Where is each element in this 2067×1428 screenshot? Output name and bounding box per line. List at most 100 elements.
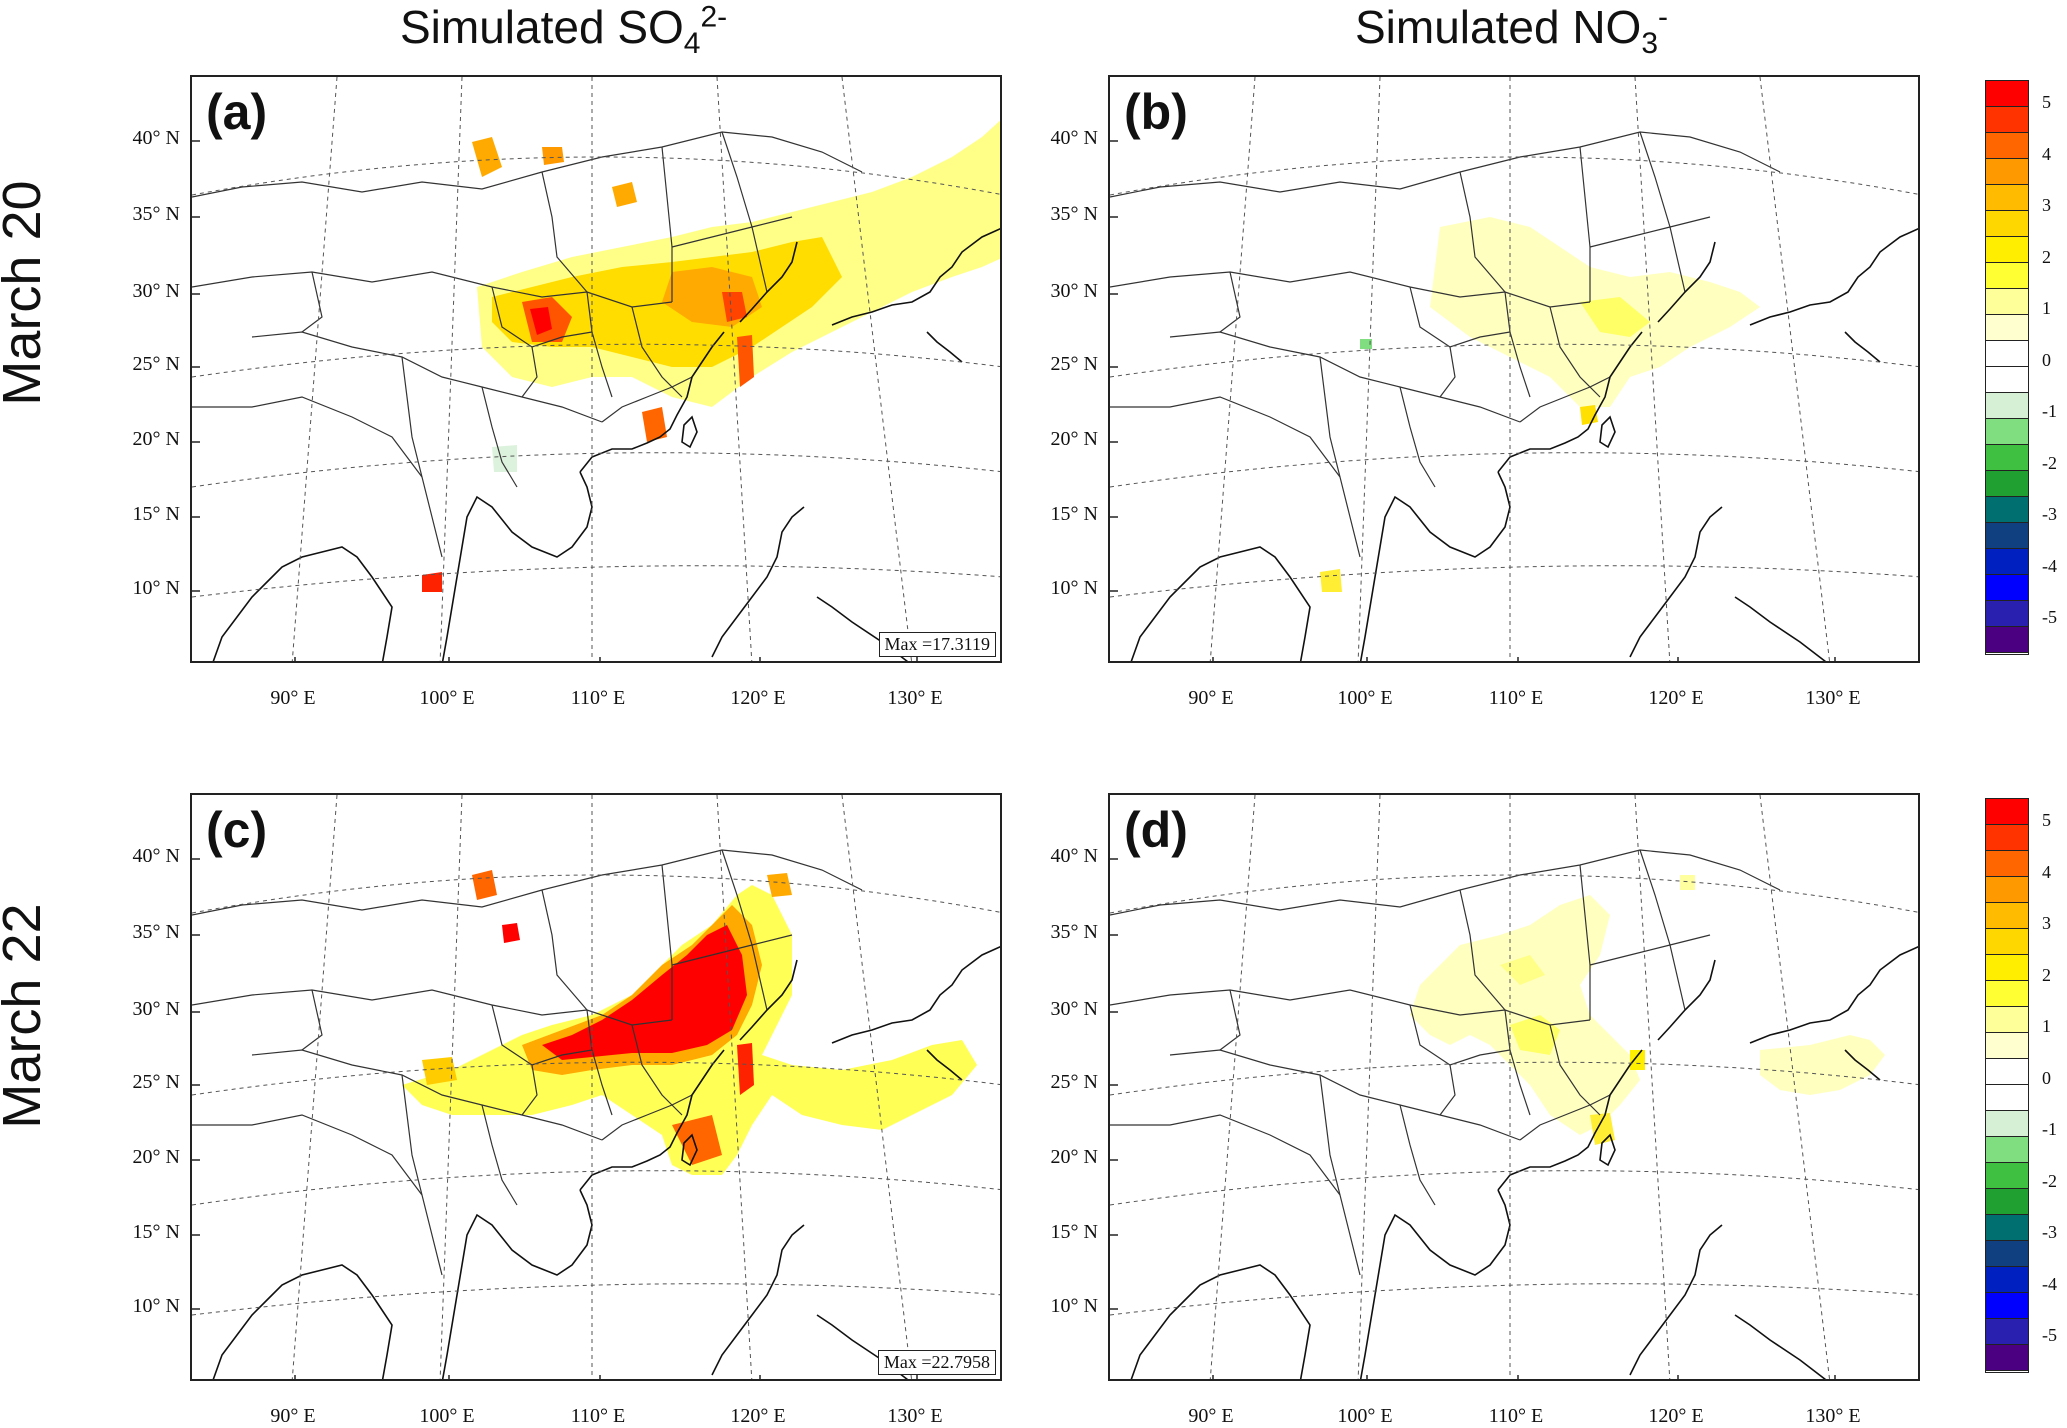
latitude-line (1110, 874, 1918, 914)
colorbar-segment (1986, 799, 2028, 825)
border-line (521, 1064, 538, 1116)
graticule (1110, 795, 1920, 1381)
colorbar-segment (1986, 289, 2028, 315)
coastline (1749, 227, 1918, 326)
pollutant-field (1320, 217, 1760, 592)
coastline (1359, 1189, 1511, 1379)
border-line (1399, 1104, 1436, 1206)
longitude-label: 120° E (1648, 687, 1704, 709)
colorbar-segment (1986, 471, 2028, 497)
coastline (441, 471, 593, 661)
latitude-label: 15° N (132, 1221, 180, 1243)
colorbar-segment (1986, 341, 2028, 367)
colorbar-segment (1986, 1189, 2028, 1215)
border-line (1169, 1049, 1521, 1141)
border-line (301, 271, 323, 333)
concentration-area (1500, 955, 1545, 985)
colorbar-segment (1986, 1033, 2028, 1059)
coastline (681, 415, 698, 449)
colorbar-segment (1986, 1267, 2028, 1293)
coastline (212, 1264, 393, 1379)
coastline (739, 241, 798, 323)
concentration-area (1680, 875, 1695, 890)
latitude-line (192, 1061, 1000, 1096)
ticks (192, 140, 918, 661)
colorbar-segment (1986, 237, 2028, 263)
coastlines (212, 945, 1000, 1379)
colorbar-segment (1986, 107, 2028, 133)
colorbar-label: -2 (2042, 1170, 2057, 1191)
coastlines (212, 227, 1000, 661)
coastline (1844, 1049, 1881, 1081)
longitude-label: 100° E (419, 687, 475, 709)
colorbar-segment (1986, 185, 2028, 211)
latitude-line (192, 1380, 1002, 1381)
colorbar-label: -1 (2042, 401, 2057, 421)
border-line (1579, 864, 1591, 1020)
map-panel-b: (b) (1108, 75, 1920, 663)
latitude-label: 20° N (1050, 1146, 1098, 1168)
coastline (212, 546, 393, 661)
map-d (1110, 795, 1920, 1381)
concentration-area (1360, 339, 1372, 349)
border-line (1459, 171, 1506, 293)
colorbar-segment (1986, 419, 2028, 445)
colorbar-segment (1986, 1345, 2028, 1371)
colorbar-label: 0 (2042, 1067, 2051, 1088)
latitude-label: 40° N (1050, 127, 1098, 149)
longitude-label: 100° E (1337, 1405, 1393, 1427)
coastline (831, 227, 1000, 326)
concentration-area (737, 1043, 754, 1095)
latitude-line (1110, 1380, 1920, 1381)
border-line (661, 864, 673, 1020)
border-line (601, 1094, 693, 1141)
coastline (1130, 1264, 1311, 1379)
colorbar-label: 4 (2042, 143, 2051, 164)
latitude-label: 30° N (132, 280, 180, 302)
longitude-line (1634, 77, 1671, 661)
latitude-label: 30° N (1050, 998, 1098, 1020)
ticks (192, 858, 918, 1379)
latitude-label: 40° N (132, 845, 180, 867)
concentration-area (1630, 1050, 1645, 1070)
row-title-march-22: March 22 (0, 903, 52, 1129)
latitude-label: 40° N (132, 127, 180, 149)
colorbar-segment (1986, 549, 2028, 575)
border-line (586, 1009, 613, 1116)
colorbar-bottom (1985, 798, 2029, 1373)
longitude-line (716, 77, 753, 661)
border-line (1459, 889, 1506, 1011)
border-line (192, 271, 673, 308)
latitude-label: 25° N (132, 353, 180, 375)
panel-label: (a) (206, 84, 268, 140)
latitude-label: 40° N (1050, 845, 1098, 867)
longitude-label: 130° E (1805, 687, 1861, 709)
longitude-label: 90° E (270, 1405, 316, 1427)
border-line (1110, 989, 1591, 1026)
map-panel-d: (d) (1108, 793, 1920, 1381)
border-line (586, 291, 613, 398)
longitude-label: 120° E (1648, 1405, 1704, 1427)
border-line (1439, 346, 1456, 398)
coastline (1657, 241, 1716, 323)
latitude-label: 20° N (132, 1146, 180, 1168)
title-text: Simulated NO (1355, 1, 1642, 53)
border-line (481, 1104, 518, 1206)
colorbar-label: -2 (2042, 452, 2057, 473)
colorbar-segment (1986, 133, 2028, 159)
border-line (1110, 396, 1341, 478)
colorbar-label: 2 (2042, 964, 2051, 985)
longitude-label: 110° E (570, 687, 626, 709)
latitude-label: 10° N (132, 577, 180, 599)
border-line (251, 1049, 603, 1141)
longitude-line (1759, 77, 1831, 661)
coastlines (1130, 227, 1918, 661)
border-line (1319, 1074, 1361, 1276)
border-line (661, 146, 673, 302)
colorbar-label: 3 (2042, 195, 2051, 215)
border-line (541, 171, 588, 293)
longitude-line (841, 77, 913, 661)
colorbar-label: -1 (2042, 1119, 2057, 1139)
latitude-label: 35° N (1050, 203, 1098, 225)
border-line (671, 934, 793, 966)
